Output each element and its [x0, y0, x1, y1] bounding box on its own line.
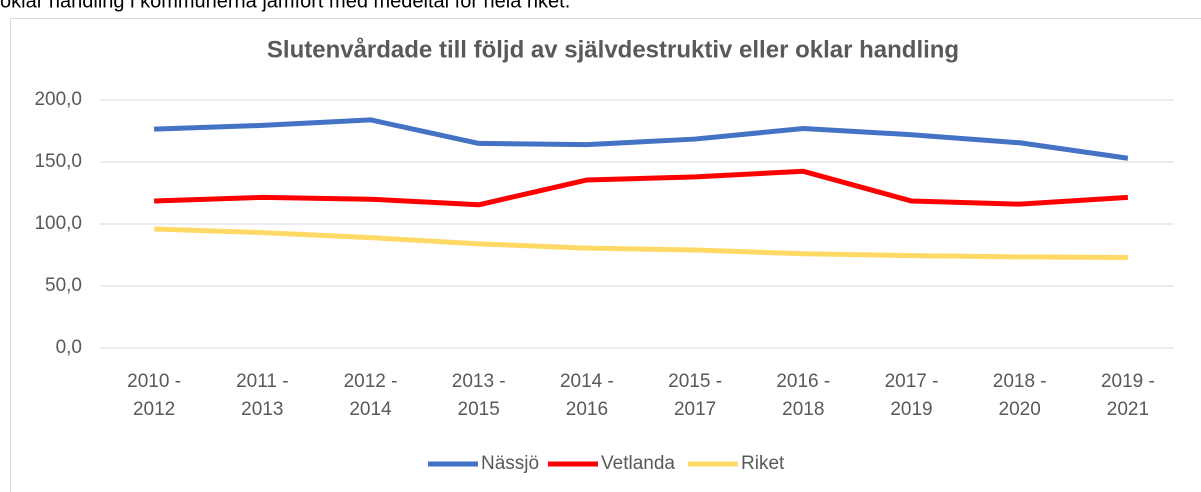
- x-tick-label: 2015: [458, 399, 500, 420]
- chart-frame: [10, 18, 1201, 492]
- chart-title: Slutenvårdade till följd av självdestruk…: [267, 36, 959, 63]
- x-tick-label: 2014 -: [560, 371, 614, 392]
- x-tick-label: 2019: [890, 399, 932, 420]
- x-tick-label: 2017 -: [885, 371, 939, 392]
- y-tick-label: 200,0: [34, 89, 82, 110]
- x-tick-label: 2012 -: [344, 371, 398, 392]
- x-tick-label: 2015 -: [668, 371, 722, 392]
- legend-label: Nässjö: [481, 453, 539, 474]
- x-tick-label: 2013 -: [452, 371, 506, 392]
- x-tick-label: 2016: [566, 399, 608, 420]
- x-tick-label: 2021: [1107, 399, 1149, 420]
- x-tick-label: 2010 -: [127, 371, 181, 392]
- y-tick-label: 100,0: [34, 213, 82, 234]
- y-tick-label: 150,0: [34, 151, 82, 172]
- line-series: [154, 168, 1129, 208]
- intro-text: oklar handling i kommunerna jämfört med …: [0, 0, 570, 12]
- x-tick-label: 2014: [349, 399, 392, 420]
- y-tick-label: 0,0: [56, 337, 82, 358]
- x-tick-label: 2012: [133, 399, 175, 420]
- x-tick-label: 2020: [999, 399, 1041, 420]
- x-tick-label: 2018: [782, 399, 824, 420]
- legend-label: Riket: [741, 453, 785, 474]
- y-tick-label: 50,0: [45, 275, 82, 296]
- x-tick-label: 2019 -: [1101, 371, 1155, 392]
- x-tick-label: 2011 -: [236, 371, 288, 392]
- x-tick-label: 2017: [674, 399, 716, 420]
- x-tick-label: 2018 -: [993, 371, 1047, 392]
- legend-label: Vetlanda: [601, 453, 675, 474]
- line-series: [154, 226, 1128, 260]
- x-tick-label: 2013: [241, 399, 283, 420]
- x-tick-label: 2016 -: [776, 371, 830, 392]
- line-series: [154, 117, 1129, 161]
